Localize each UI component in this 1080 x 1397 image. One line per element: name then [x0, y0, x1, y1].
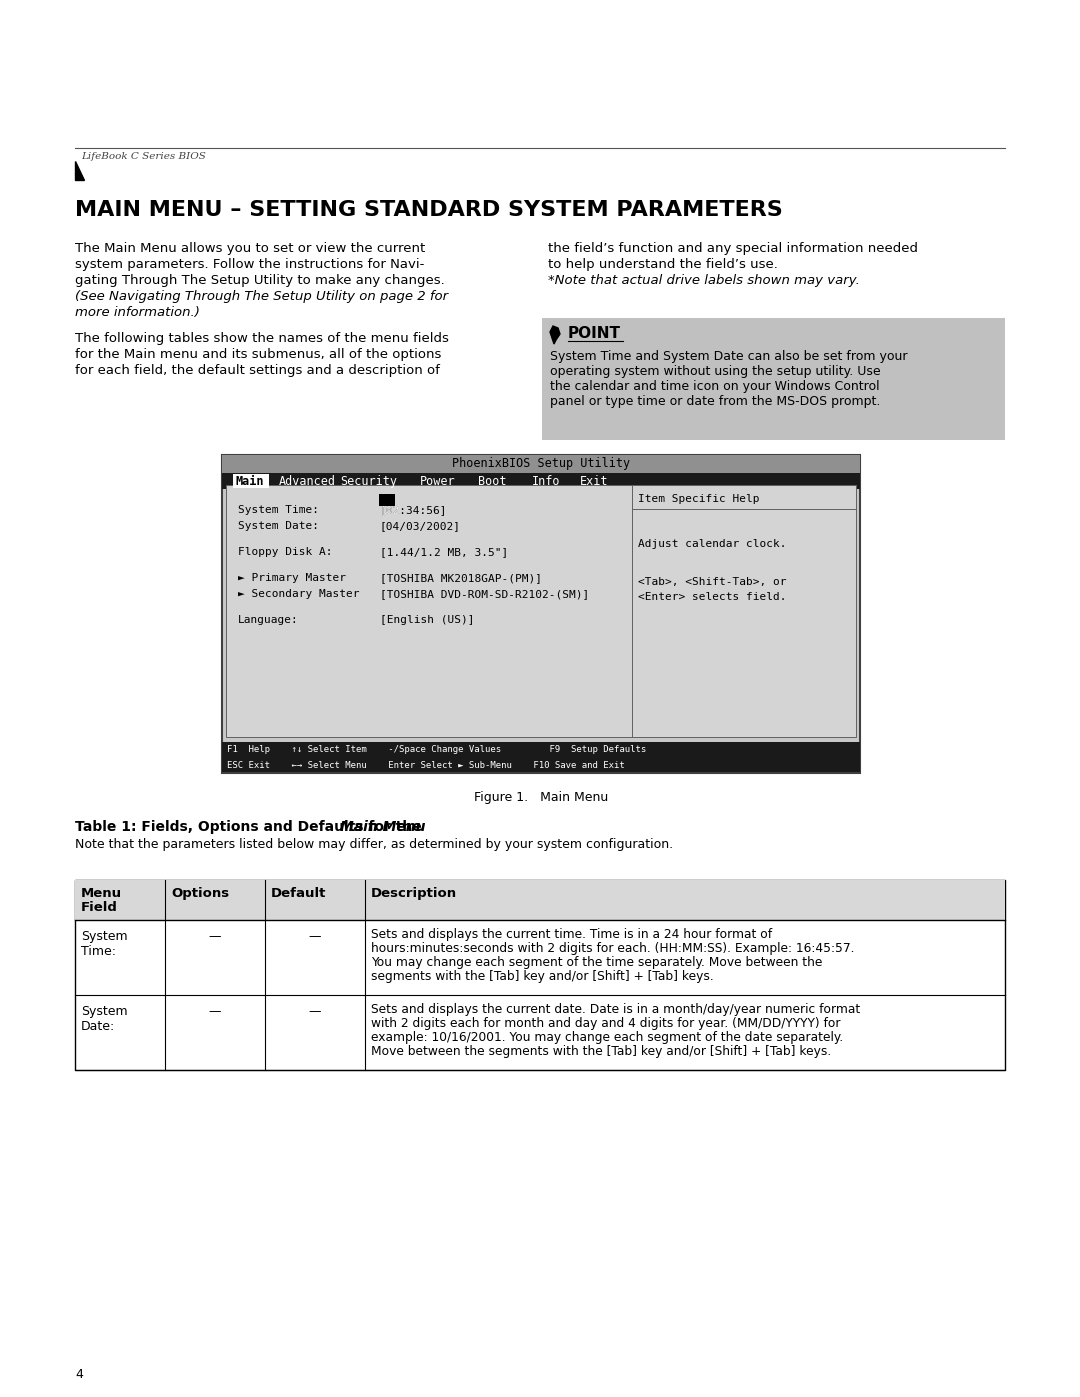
Text: System Date:: System Date:	[238, 521, 319, 531]
Text: Description: Description	[372, 887, 457, 900]
Bar	[233, 474, 269, 488]
Text: Figure 1.   Main Menu: Figure 1. Main Menu	[474, 791, 608, 805]
Bar	[226, 485, 856, 738]
Text: Floppy Disk A:: Floppy Disk A:	[238, 548, 333, 557]
Bar	[222, 474, 860, 489]
Text: Advanced: Advanced	[279, 475, 336, 488]
Text: the field’s function and any special information needed: the field’s function and any special inf…	[548, 242, 918, 256]
Text: 4: 4	[75, 1368, 83, 1382]
Text: <Tab>, <Shift-Tab>, or: <Tab>, <Shift-Tab>, or	[638, 577, 786, 587]
Text: Options: Options	[171, 887, 229, 900]
Text: POINT: POINT	[568, 326, 621, 341]
Text: Field: Field	[81, 901, 118, 914]
Text: Sets and displays the current time. Time is in a 24 hour format of: Sets and displays the current time. Time…	[372, 928, 772, 942]
Text: Move between the segments with the [Tab] key and/or [Shift] + [Tab] keys.: Move between the segments with the [Tab]…	[372, 1045, 832, 1058]
Text: <Enter> selects field.: <Enter> selects field.	[638, 592, 786, 602]
Text: [1.44/1.2 MB, 3.5"]: [1.44/1.2 MB, 3.5"]	[380, 548, 509, 557]
Text: PhoenixBIOS Setup Utility: PhoenixBIOS Setup Utility	[451, 457, 630, 471]
Bar	[222, 757, 860, 773]
Text: operating system without using the setup utility. Use: operating system without using the setup…	[550, 365, 880, 379]
Text: —: —	[309, 1004, 321, 1018]
Text: ► Secondary Master: ► Secondary Master	[238, 590, 360, 599]
Text: LifeBook C Series BIOS: LifeBook C Series BIOS	[81, 152, 206, 161]
Text: more information.): more information.)	[75, 306, 200, 319]
Polygon shape	[75, 161, 84, 180]
Bar	[222, 742, 860, 757]
Text: Time:: Time:	[81, 944, 116, 958]
Text: Table 1: Fields, Options and Defaults for the: Table 1: Fields, Options and Defaults fo…	[75, 820, 427, 834]
Text: [TOSHIBA MK2018GAP-(PM)]: [TOSHIBA MK2018GAP-(PM)]	[380, 573, 542, 583]
Text: Sets and displays the current date. Date is in a month/day/year numeric format: Sets and displays the current date. Date…	[372, 1003, 861, 1016]
Bar	[75, 880, 1005, 921]
Text: *Note that actual drive labels shown may vary.: *Note that actual drive labels shown may…	[548, 274, 860, 286]
Text: Language:: Language:	[238, 615, 299, 624]
Text: Note that the parameters listed below may differ, as determined by your system c: Note that the parameters listed below ma…	[75, 838, 673, 851]
Text: MAIN MENU – SETTING STANDARD SYSTEM PARAMETERS: MAIN MENU – SETTING STANDARD SYSTEM PARA…	[75, 200, 783, 219]
Text: —: —	[208, 1004, 221, 1018]
Text: for the Main menu and its submenus, all of the options: for the Main menu and its submenus, all …	[75, 348, 442, 360]
Text: [English (US)]: [English (US)]	[380, 615, 474, 624]
Text: F1  Help    ↑↓ Select Item    -/Space Change Values         F9  Setup Defaults: F1 Help ↑↓ Select Item -/Space Change Va…	[227, 746, 646, 754]
Bar	[542, 319, 1005, 440]
Bar	[222, 455, 860, 773]
Bar	[379, 495, 395, 506]
Text: The Main Menu allows you to set or view the current: The Main Menu allows you to set or view …	[75, 242, 426, 256]
Text: [02:34:56]: [02:34:56]	[380, 504, 447, 515]
Text: Default: Default	[271, 887, 326, 900]
Text: example: 10/16/2001. You may change each segment of the date separately.: example: 10/16/2001. You may change each…	[372, 1031, 843, 1044]
Text: segments with the [Tab] key and/or [Shift] + [Tab] keys.: segments with the [Tab] key and/or [Shif…	[372, 970, 714, 983]
Text: Item Specific Help: Item Specific Help	[638, 495, 759, 504]
Text: Power: Power	[420, 475, 456, 488]
Text: —: —	[309, 930, 321, 943]
Text: [02: [02	[380, 504, 401, 515]
Text: Info: Info	[532, 475, 561, 488]
Text: Boot: Boot	[478, 475, 507, 488]
Text: gating Through The Setup Utility to make any changes.: gating Through The Setup Utility to make…	[75, 274, 445, 286]
Bar	[75, 880, 1005, 1070]
Text: You may change each segment of the time separately. Move between the: You may change each segment of the time …	[372, 956, 822, 970]
Text: System: System	[81, 1004, 127, 1018]
Text: Adjust calendar clock.: Adjust calendar clock.	[638, 539, 786, 549]
Text: Menu: Menu	[81, 887, 122, 900]
Text: Main: Main	[237, 475, 265, 488]
Text: Main Menu: Main Menu	[339, 820, 426, 834]
Text: hours:minutes:seconds with 2 digits for each. (HH:MM:SS). Example: 16:45:57.: hours:minutes:seconds with 2 digits for …	[372, 942, 854, 956]
Text: with 2 digits each for month and day and 4 digits for year. (MM/DD/YYYY) for: with 2 digits each for month and day and…	[372, 1017, 840, 1030]
Text: (See Navigating Through The Setup Utility on page 2 for: (See Navigating Through The Setup Utilit…	[75, 291, 448, 303]
Text: to help understand the field’s use.: to help understand the field’s use.	[548, 258, 778, 271]
Text: System Time:: System Time:	[238, 504, 319, 515]
Text: system parameters. Follow the instructions for Navi-: system parameters. Follow the instructio…	[75, 258, 424, 271]
Text: [04/03/2002]: [04/03/2002]	[380, 521, 461, 531]
Text: ► Primary Master: ► Primary Master	[238, 573, 346, 583]
Text: —: —	[208, 930, 221, 943]
Text: ESC Exit    ←→ Select Menu    Enter Select ► Sub-Menu    F10 Save and Exit: ESC Exit ←→ Select Menu Enter Select ► S…	[227, 760, 624, 770]
Polygon shape	[550, 326, 561, 344]
Text: panel or type time or date from the MS-DOS prompt.: panel or type time or date from the MS-D…	[550, 395, 880, 408]
Text: [TOSHIBA DVD-ROM-SD-R2102-(SM)]: [TOSHIBA DVD-ROM-SD-R2102-(SM)]	[380, 590, 590, 599]
Text: the calendar and time icon on your Windows Control: the calendar and time icon on your Windo…	[550, 380, 879, 393]
Text: Date:: Date:	[81, 1020, 116, 1032]
Text: System Time and System Date can also be set from your: System Time and System Date can also be …	[550, 351, 907, 363]
Text: Security: Security	[340, 475, 397, 488]
Text: System: System	[81, 930, 127, 943]
Text: for each field, the default settings and a description of: for each field, the default settings and…	[75, 365, 440, 377]
Bar	[222, 455, 860, 474]
Text: The following tables show the names of the menu fields: The following tables show the names of t…	[75, 332, 449, 345]
Text: Exit: Exit	[580, 475, 608, 488]
